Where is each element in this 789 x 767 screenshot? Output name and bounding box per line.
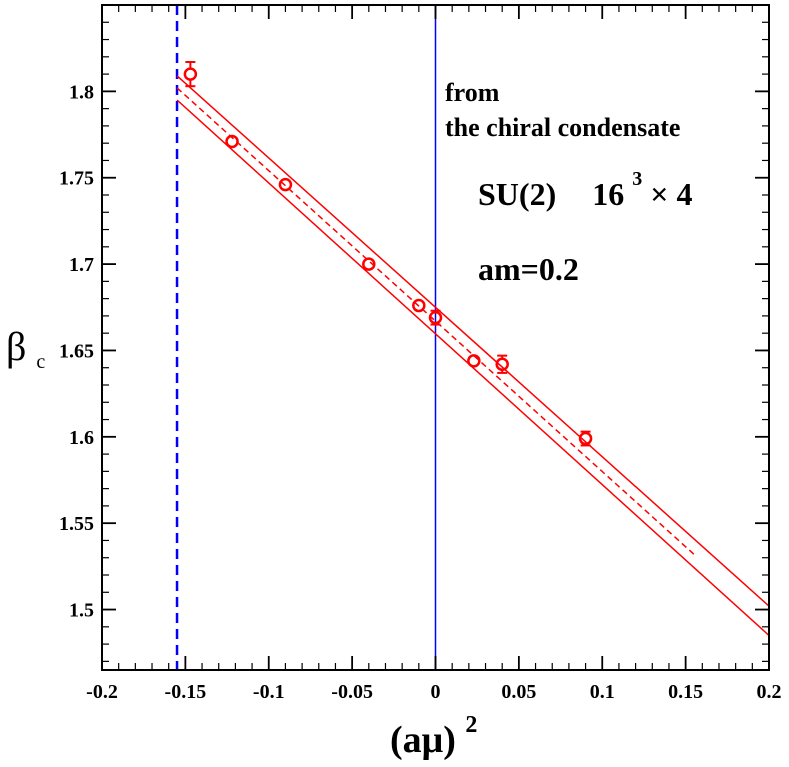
point-marker [495,357,509,372]
y-tick-label: 1.55 [59,513,94,535]
x-axis-title-main: (aμ) [390,719,456,761]
fit-line-central [176,87,695,555]
data-point [428,309,443,326]
data-point [362,257,376,271]
x-tick-label: -0.2 [86,681,118,703]
x-tick-label: 0.1 [590,681,615,703]
point-marker [278,177,293,192]
y-tick-label: 1.75 [59,168,94,190]
data-point [183,61,198,88]
point-marker [362,257,376,271]
point-marker [467,354,481,368]
plot-area [175,5,769,670]
annotation-lattice: SU(2) 16 3 × 4 [478,156,692,212]
point-marker [578,431,593,446]
plot-inner [175,5,769,670]
x-axis-title: (aμ) 2 [390,712,477,761]
annotation-from: from [445,78,500,107]
x-axis-title-sup: 2 [465,712,477,738]
annotation-lattice-base: 16 [592,176,624,212]
point-marker [428,310,443,325]
data-point [578,430,593,447]
data-point [412,298,426,313]
x-tick-label: 0 [431,681,441,703]
point-marker [225,134,239,149]
y-tick-label: 1.8 [69,81,94,103]
x-tick-label: 0.2 [757,681,782,703]
y-axis-title-sub: c [36,351,45,373]
annotation-group: SU(2) [478,176,556,212]
x-tick-label: 0.05 [501,681,536,703]
annotations: from the chiral condensate SU(2) 16 3 × … [445,78,692,287]
axes: -0.2 -0.15 -0.1 -0.05 0 0.05 0.1 0.15 0.2 1.5 1.55… [59,4,782,703]
axis-titles: (aμ) 2 β c [6,324,477,761]
x-tick-label: -0.05 [331,681,373,703]
x-tick-label: -0.1 [253,681,285,703]
x-tick-label: -0.15 [165,681,207,703]
annotation-source: the chiral condensate [445,113,680,142]
point-marker [183,67,198,81]
y-axis-title: β c [6,324,45,373]
annotation-lattice-tail: × 4 [650,176,692,212]
fit-line-upper [176,75,769,607]
y-axis-title-main: β [6,324,26,369]
y-tick-label: 1.6 [69,427,94,449]
y-tick-label: 1.7 [69,254,94,276]
annotation-lattice-exp: 3 [632,168,642,190]
x-tick-label: 0.15 [668,681,703,703]
y-tick-label: 1.65 [59,340,94,362]
data-point [278,177,293,192]
point-marker [412,298,426,313]
data-point [495,354,509,374]
y-tick-label: 1.5 [69,600,94,622]
data-point [467,354,481,368]
data-point [225,134,239,149]
fit-line-lower [176,99,769,637]
annotation-mass: am=0.2 [478,251,579,287]
